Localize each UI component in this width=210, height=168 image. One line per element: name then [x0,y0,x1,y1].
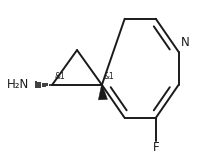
Text: H₂N: H₂N [7,78,29,91]
Polygon shape [98,85,108,100]
Text: &1: &1 [54,72,65,80]
Text: F: F [152,141,159,154]
Text: &1: &1 [104,72,115,80]
Text: N: N [180,36,189,49]
